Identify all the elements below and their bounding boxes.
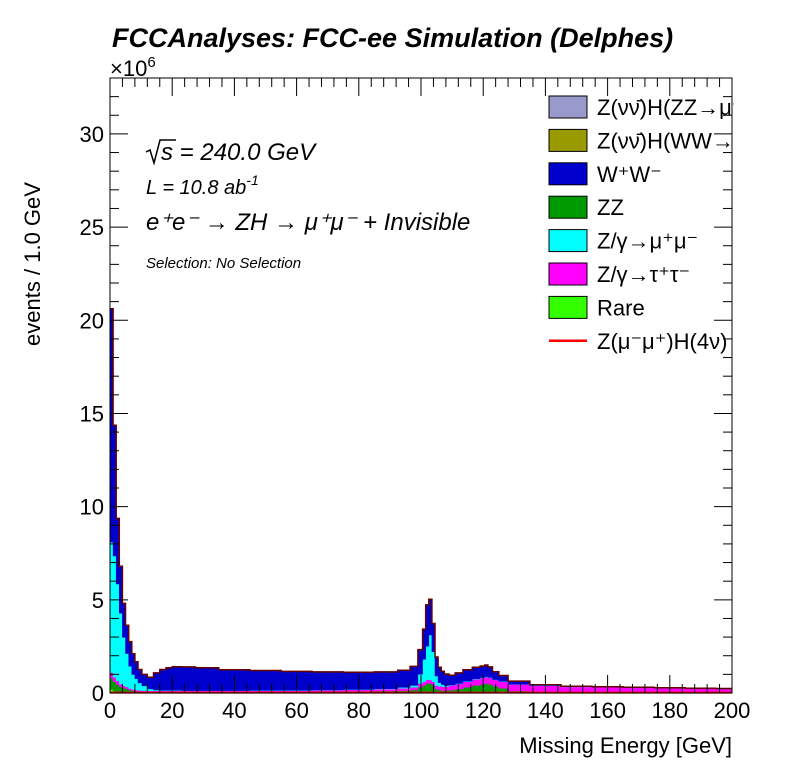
legend-swatch — [548, 295, 588, 319]
x-tick-label: 0 — [104, 698, 116, 723]
legend-label: Rare — [597, 295, 645, 320]
x-tick-label: 140 — [527, 698, 564, 723]
selection-annotation: Selection: No Selection — [146, 255, 301, 272]
y-tick-label: 0 — [92, 681, 104, 706]
x-tick-label: 60 — [284, 698, 308, 723]
legend-swatch — [548, 95, 588, 119]
legend-label: Z(μ⁻μ⁺)H(4ν) — [597, 329, 727, 354]
legend-swatch — [548, 162, 588, 186]
x-tick-label: 100 — [403, 698, 440, 723]
sqrt-s-annotation: s = 240.0 GeV — [145, 139, 317, 166]
legend-entries: Z(νν̄)H(ZZ→μ⁺μ⁻ν⁺ν⁻) Z(νν̄)H(WW→μ⁺νμ⁻ν̄) W… — [548, 95, 796, 354]
y-multiplier: ×106 — [110, 54, 156, 81]
x-tick-label: 80 — [347, 698, 371, 723]
legend-swatch — [548, 195, 588, 219]
process-annotation: e⁺e⁻ → ZH → μ⁺μ⁻ + Invisible — [146, 209, 470, 236]
legend-label: W⁺W⁻ — [597, 162, 662, 187]
y-tick-label: 10 — [80, 495, 104, 520]
chart-title: FCCAnalyses: FCC-ee Simulation (Delphes) — [112, 23, 673, 53]
legend-swatch — [548, 229, 588, 253]
legend-swatch — [548, 128, 588, 152]
x-tick-label: 120 — [465, 698, 502, 723]
y-tick-label: 15 — [80, 401, 104, 426]
x-tick-label: 200 — [714, 698, 751, 723]
svg-text:s = 240.0 GeV: s = 240.0 GeV — [161, 139, 317, 166]
legend-label: Z/γ→μ⁺μ⁻ — [597, 229, 698, 254]
y-tick-label: 20 — [80, 308, 104, 333]
stack-outline — [110, 307, 732, 690]
x-tick-label: 40 — [222, 698, 246, 723]
x-axis-label: Missing Energy [GeV] — [519, 733, 732, 758]
legend-label: Z/γ→τ⁺τ⁻ — [597, 262, 690, 287]
y-tick-label: 25 — [80, 215, 104, 240]
legend-label: Z(νν̄)H(WW→μ⁺νμ⁻ν̄) — [597, 128, 796, 153]
legend-swatch — [548, 262, 588, 286]
y-tick-label: 5 — [92, 588, 104, 613]
x-tick-label: 180 — [651, 698, 688, 723]
legend: Z(νν̄)H(ZZ→μ⁺μ⁻ν⁺ν⁻) Z(νν̄)H(WW→μ⁺νμ⁻ν̄) W… — [548, 95, 796, 354]
y-axis-label: events / 1.0 GeV — [20, 182, 45, 346]
y-tick-label: 30 — [80, 122, 104, 147]
x-tick-label: 20 — [160, 698, 184, 723]
legend-label: Z(νν̄)H(ZZ→μ⁺μ⁻ν⁺ν⁻) — [597, 95, 796, 120]
x-tick-label: 160 — [589, 698, 626, 723]
luminosity-annotation: L = 10.8 ab-1 — [146, 172, 259, 199]
legend-label: ZZ — [597, 195, 624, 220]
y-axis: 0 5 10 15 20 25 30 — [80, 77, 732, 706]
x-axis: 0 20 40 60 80 100 120 140 160 180 200 — [104, 78, 750, 723]
